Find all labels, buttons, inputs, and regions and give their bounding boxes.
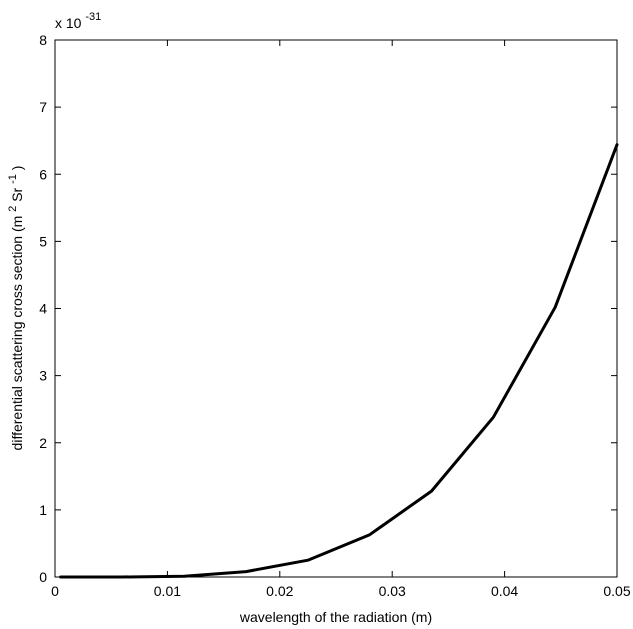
x-tick-label: 0.05 — [603, 583, 630, 599]
y-tick-label: 2 — [39, 435, 47, 451]
axis-ticks — [54, 39, 618, 578]
y-tick-label: 8 — [39, 32, 47, 48]
y-multiplier-base: x 10 — [55, 15, 82, 31]
y-axis-label-main: differential scattering cross section (m — [9, 216, 25, 451]
x-axis-label: wavelength of the radiation (m) — [239, 609, 432, 625]
x-tick-label: 0.02 — [266, 583, 293, 599]
y-axis-label-sup2: -1 — [7, 174, 19, 184]
y-tick-label: 0 — [39, 569, 47, 585]
y-axis-label-sup1: 2 — [7, 206, 19, 212]
tick-labels: 0 0.01 0.02 0.03 0.04 0.05 0 1 2 3 4 5 6 7 8 — [39, 32, 631, 599]
y-tick-label: 5 — [39, 233, 47, 249]
y-tick-label: 3 — [39, 368, 47, 384]
x-tick-label: 0.01 — [154, 583, 181, 599]
y-axis-label: differential scattering cross section (m… — [3, 166, 25, 451]
series-line — [59, 143, 619, 579]
y-tick-label: 6 — [39, 166, 47, 182]
y-multiplier: x 10 -31 — [55, 11, 101, 31]
x-tick-label: 0.03 — [379, 583, 406, 599]
plot-area — [54, 39, 618, 578]
y-tick-label: 4 — [39, 301, 47, 317]
x-tick-label: 0.04 — [491, 583, 518, 599]
x-tick-label: 0 — [51, 583, 59, 599]
y-tick-label: 7 — [39, 99, 47, 115]
y-axis-label-end: ) — [9, 166, 25, 171]
y-axis-label-mid: Sr — [9, 187, 25, 201]
y-tick-label: 1 — [39, 502, 47, 518]
y-multiplier-exponent: -31 — [85, 11, 101, 23]
